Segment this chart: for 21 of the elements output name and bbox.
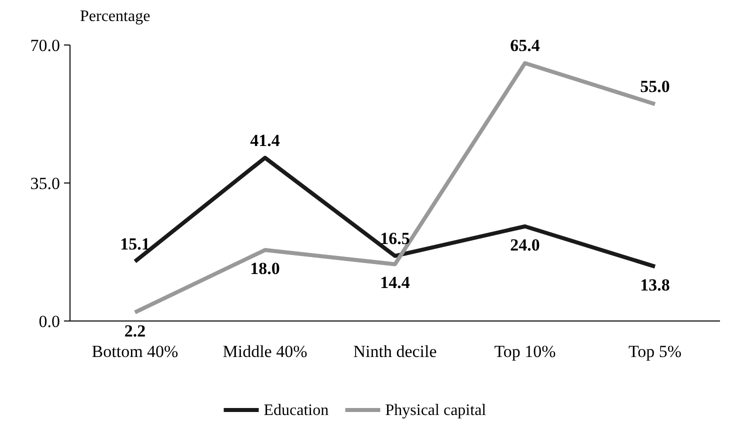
x-tick-label: Middle 40%: [222, 342, 308, 361]
data-label: 2.2: [124, 321, 146, 340]
data-label: 13.8: [640, 276, 670, 295]
data-label: 14.4: [380, 273, 410, 292]
y-tick-label: 0.0: [38, 312, 60, 331]
data-label: 55.0: [640, 77, 670, 96]
y-tick-label: 70.0: [30, 36, 60, 55]
data-label: 65.4: [510, 36, 540, 56]
data-label: 41.4: [250, 130, 280, 150]
legend-label: Physical capital: [385, 402, 487, 419]
data-label: 18.0: [250, 259, 280, 278]
y-axis-title: Percentage: [80, 8, 150, 25]
legend-label: Education: [264, 402, 329, 419]
x-tick-label: Top 5%: [628, 342, 682, 361]
data-label: 24.0: [510, 235, 540, 254]
x-tick-label: Top 10%: [494, 342, 556, 361]
data-label: 16.5: [380, 228, 410, 248]
x-tick-label: Ninth decile: [353, 342, 437, 361]
y-tick-label: 35.0: [30, 174, 60, 193]
data-label: 15.1: [120, 234, 150, 254]
x-tick-label: Bottom 40%: [92, 342, 178, 361]
